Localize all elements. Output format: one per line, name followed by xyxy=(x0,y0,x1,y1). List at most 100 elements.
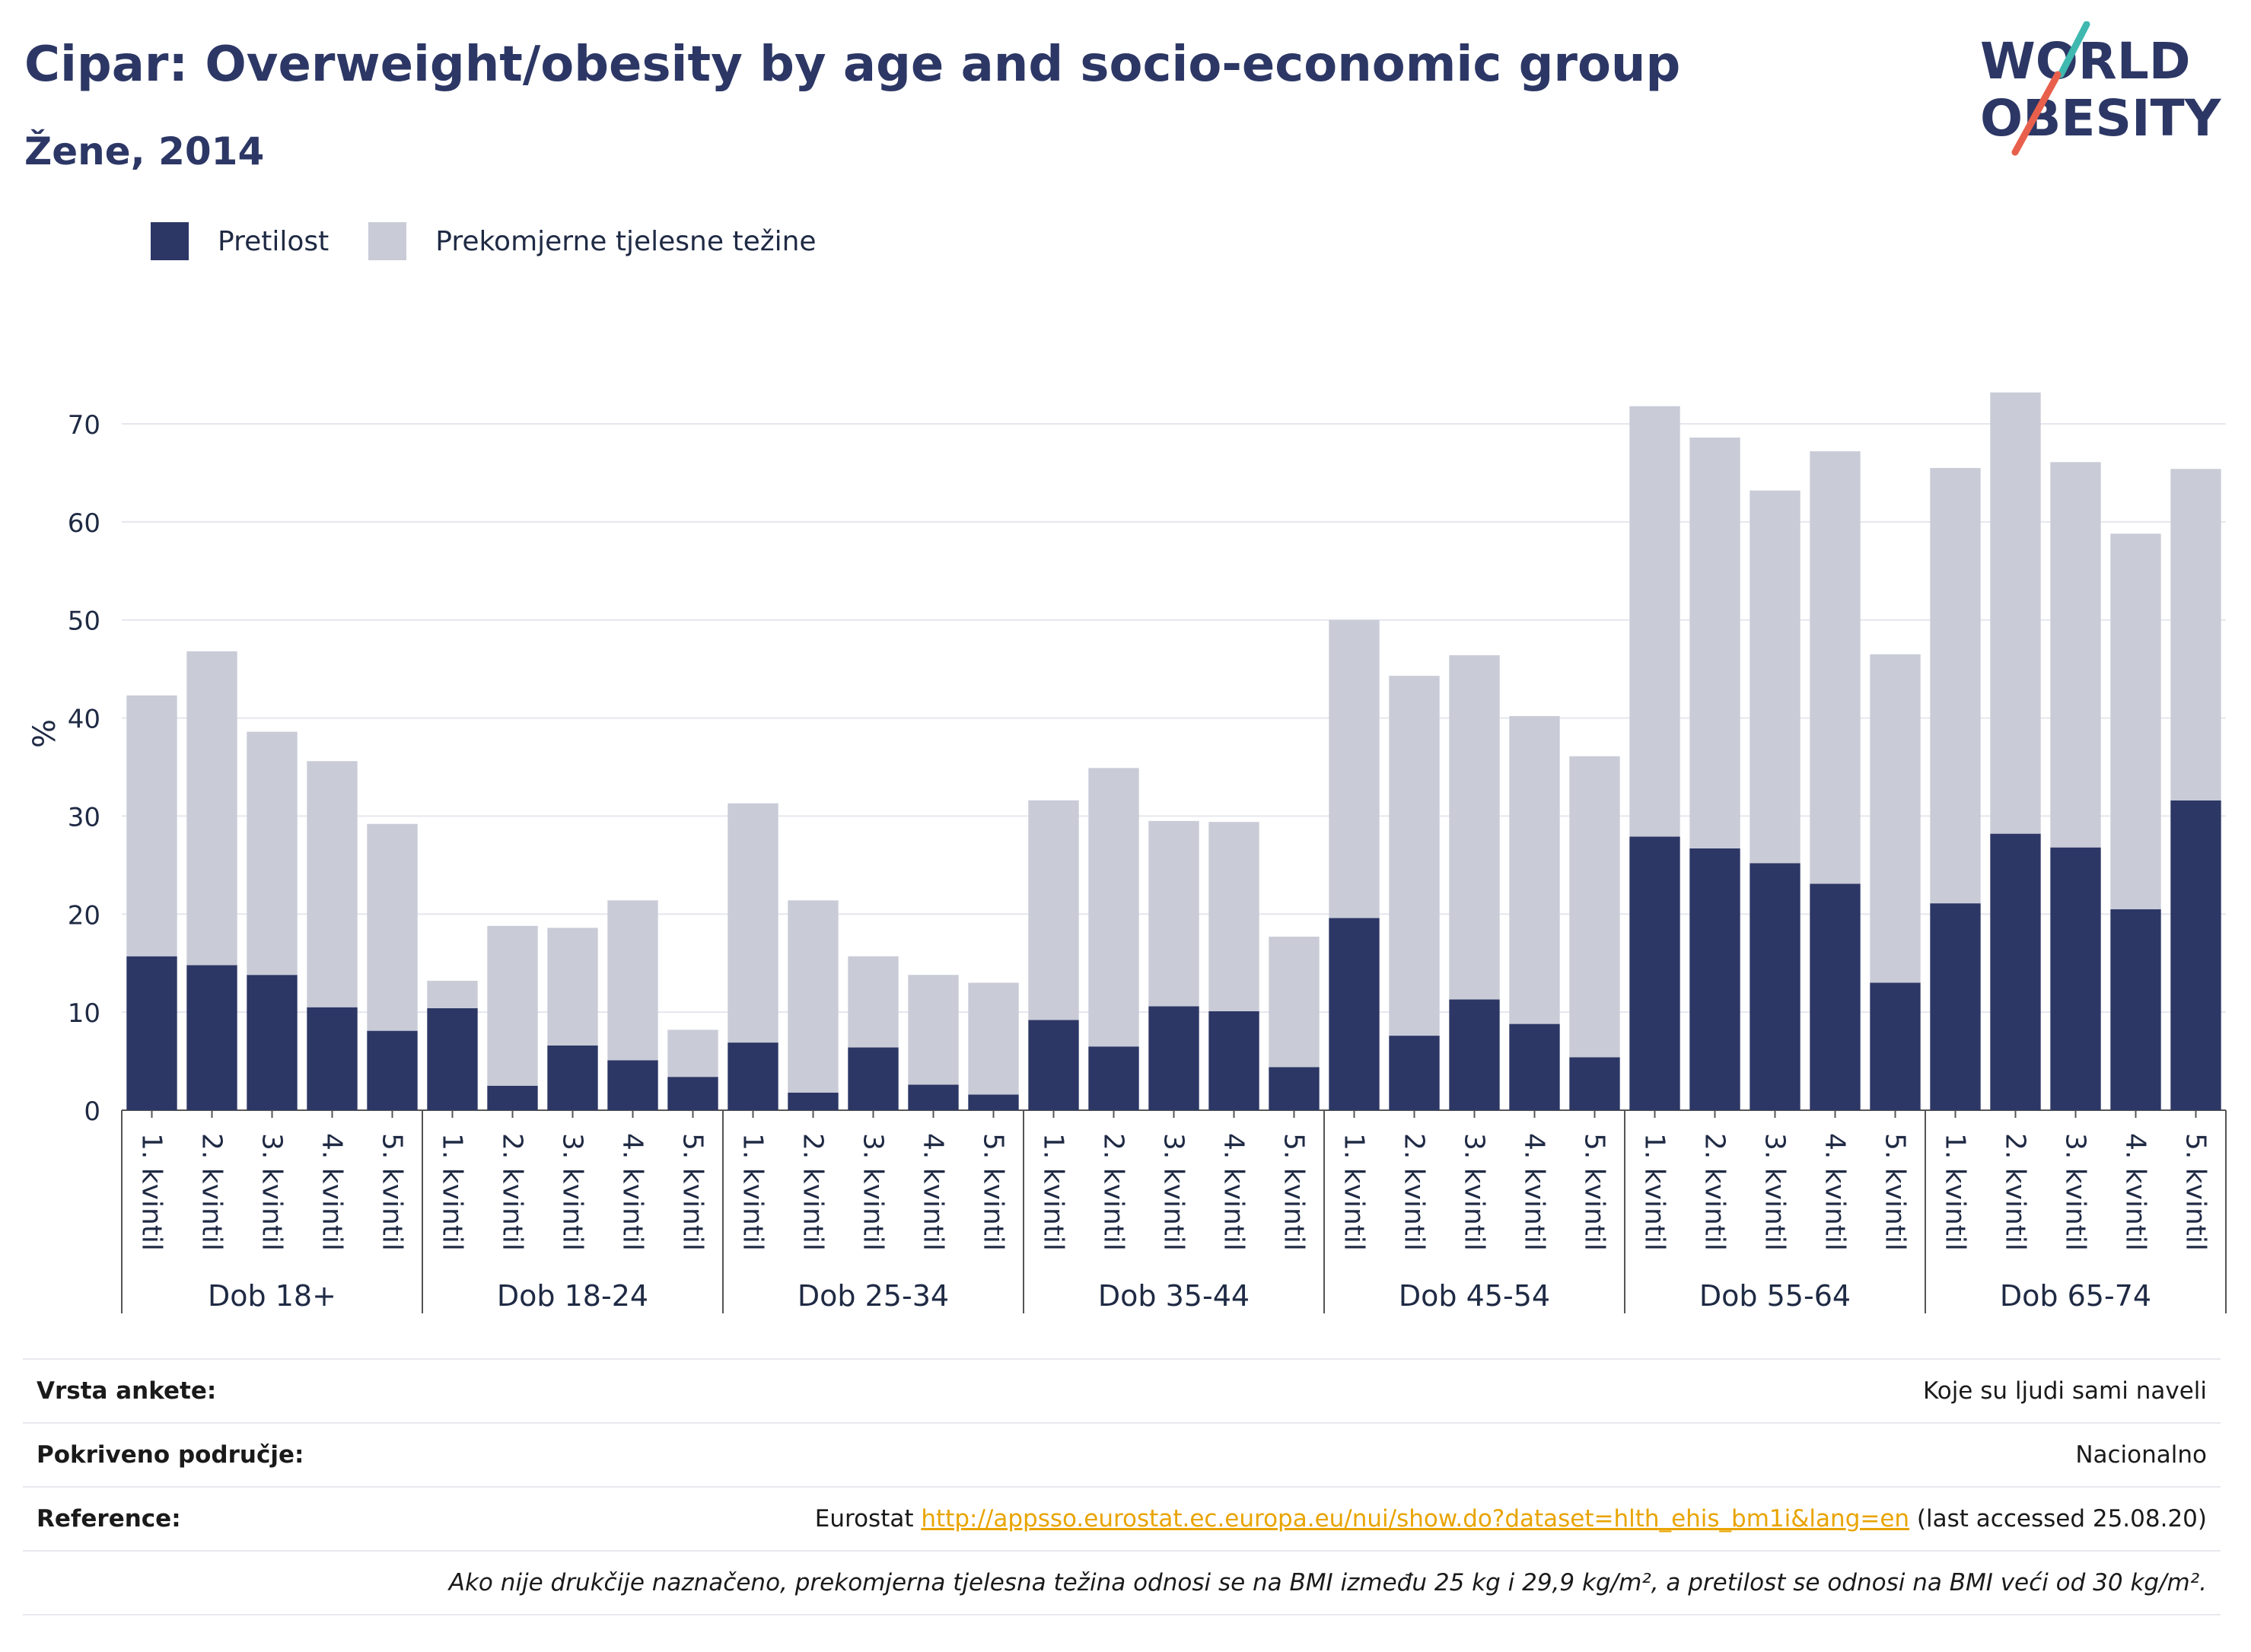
y-tick-label: 70 xyxy=(68,410,100,441)
bar-obesity xyxy=(1870,982,1921,1110)
bar-obesity xyxy=(2170,800,2221,1110)
bar-obesity xyxy=(908,1084,959,1110)
x-tick-label: 4. kvintil xyxy=(2120,1133,2151,1251)
x-tick-label: 3. kvintil xyxy=(1459,1133,1490,1251)
group-label: Dob 65-74 xyxy=(2000,1279,2151,1313)
bar-overweight xyxy=(667,1030,718,1077)
bmi-note: Ako nije drukčije naznačeno, prekomjerna… xyxy=(448,1569,2207,1596)
bar-overweight xyxy=(1990,392,2041,834)
y-tick-label: 10 xyxy=(68,998,100,1029)
legend-label-overweight: Prekomjerne tjelesne težine xyxy=(435,225,817,257)
logo-slash-teal xyxy=(2057,21,2090,78)
bar-obesity xyxy=(1329,918,1380,1110)
bar-obesity xyxy=(728,1042,778,1110)
x-tick-label: 4. kvintil xyxy=(317,1133,348,1251)
legend-label-obesity: Pretilost xyxy=(218,225,330,257)
bar-obesity xyxy=(1810,883,1861,1110)
bar-overweight xyxy=(307,761,358,1007)
bar-obesity xyxy=(1930,903,1981,1110)
y-tick-label: 50 xyxy=(68,606,100,637)
bar-obesity xyxy=(126,956,177,1110)
coverage-label: Pokriveno područje: xyxy=(37,1441,304,1469)
logo-text-world: WORLD xyxy=(1980,32,2191,91)
bar-overweight xyxy=(126,695,177,957)
reference-link[interactable]: http://appsso.eurostat.ec.europa.eu/nui/… xyxy=(921,1505,1910,1533)
legend-item-obesity[interactable]: Pretilost xyxy=(151,222,329,260)
bar-obesity xyxy=(1629,836,1680,1110)
bar-overweight xyxy=(848,956,899,1048)
x-tick-label: 5. kvintil xyxy=(377,1133,408,1251)
x-tick-label: 2. kvintil xyxy=(497,1133,528,1251)
world-obesity-logo: WORLD OBESITY xyxy=(1980,21,2222,156)
bar-obesity xyxy=(1750,863,1800,1110)
reference-prefix: Eurostat xyxy=(814,1505,914,1533)
x-tick-label: 1. kvintil xyxy=(1038,1133,1069,1251)
coverage-value: Nacionalno xyxy=(2075,1441,2207,1469)
bar-overweight xyxy=(968,982,1019,1095)
y-tick-label: 0 xyxy=(84,1097,100,1127)
bar-obesity xyxy=(1449,999,1500,1110)
x-tick-label: 5. kvintil xyxy=(1278,1133,1310,1251)
x-tick-label: 5. kvintil xyxy=(2180,1133,2211,1251)
info-row-coverage: Pokriveno područje: Nacionalno xyxy=(23,1422,2221,1486)
x-tick-label: 2. kvintil xyxy=(196,1133,228,1251)
x-tick-label: 3. kvintil xyxy=(557,1133,588,1251)
legend-item-overweight[interactable]: Prekomjerne tjelesne težine xyxy=(368,222,817,260)
reference-label: Reference: xyxy=(37,1505,181,1533)
x-tick-label: 4. kvintil xyxy=(617,1133,648,1251)
chart-legend: Pretilost Prekomjerne tjelesne težine xyxy=(151,222,856,260)
bar-overweight xyxy=(1629,406,1680,837)
bar-overweight xyxy=(367,823,418,1031)
survey-type-label: Vrsta ankete: xyxy=(37,1377,217,1405)
bar-obesity xyxy=(1269,1067,1320,1110)
bar-overweight xyxy=(1810,451,1861,884)
bar-overweight xyxy=(547,928,598,1046)
info-row-survey-type: Vrsta ankete: Koje su ljudi sami naveli xyxy=(23,1358,2221,1422)
bar-obesity xyxy=(1990,833,2041,1110)
reference-suffix: (last accessed 25.08.20) xyxy=(1916,1505,2207,1533)
bar-overweight xyxy=(1930,467,1981,904)
bar-overweight xyxy=(1269,936,1320,1068)
info-table: Vrsta ankete: Koje su ljudi sami naveli … xyxy=(23,1358,2221,1615)
bar-overweight xyxy=(607,900,658,1061)
bar-obesity xyxy=(1208,1011,1259,1110)
x-tick-label: 3. kvintil xyxy=(858,1133,889,1251)
x-tick-label: 2. kvintil xyxy=(1399,1133,1430,1251)
bar-obesity xyxy=(1689,848,1740,1110)
reference-value: Eurostat http://appsso.eurostat.ec.europ… xyxy=(815,1505,2207,1533)
bar-obesity xyxy=(427,1007,478,1110)
bar-overweight xyxy=(1329,619,1380,918)
x-tick-label: 1. kvintil xyxy=(1339,1133,1370,1251)
bar-obesity xyxy=(2050,847,2101,1110)
bar-overweight xyxy=(186,651,237,966)
bar-obesity xyxy=(307,1007,358,1110)
x-tick-label: 5. kvintil xyxy=(1880,1133,1911,1251)
stacked-bar-chart: 0 10 20 30 40 50 60 70% 1. kvintil 2. kvintil 3. k… xyxy=(27,392,2227,1313)
bar-obesity xyxy=(367,1030,418,1110)
bar-overweight xyxy=(2050,462,2101,848)
x-tick-label: 1. kvintil xyxy=(1940,1133,1971,1251)
bar-overweight xyxy=(1689,438,1740,848)
y-tick-label: 20 xyxy=(68,900,100,931)
x-tick-label: 4. kvintil xyxy=(1820,1133,1851,1251)
bar-overweight xyxy=(1449,655,1500,1000)
bar-overweight xyxy=(2110,533,2161,909)
bar-obesity xyxy=(607,1060,658,1110)
bar-overweight xyxy=(1389,676,1440,1036)
x-tick-label: 3. kvintil xyxy=(2060,1133,2091,1251)
y-tick-label: 30 xyxy=(68,802,100,832)
legend-swatch-overweight xyxy=(368,222,407,260)
bar-obesity xyxy=(788,1092,839,1110)
bar-overweight xyxy=(427,980,478,1008)
bar-obesity xyxy=(667,1077,718,1110)
bar-overweight xyxy=(788,900,839,1093)
x-tick-label: 2. kvintil xyxy=(798,1133,829,1251)
bar-overweight xyxy=(908,975,959,1085)
bar-obesity xyxy=(186,965,237,1110)
x-tick-label: 3. kvintil xyxy=(1759,1133,1791,1251)
x-tick-label: 2. kvintil xyxy=(1699,1133,1730,1251)
bar-obesity xyxy=(1148,1006,1199,1110)
x-tick-label: 5. kvintil xyxy=(1579,1133,1610,1251)
chart-subtitle: Žene, 2014 xyxy=(24,129,265,173)
x-tick-label: 5. kvintil xyxy=(677,1133,708,1251)
